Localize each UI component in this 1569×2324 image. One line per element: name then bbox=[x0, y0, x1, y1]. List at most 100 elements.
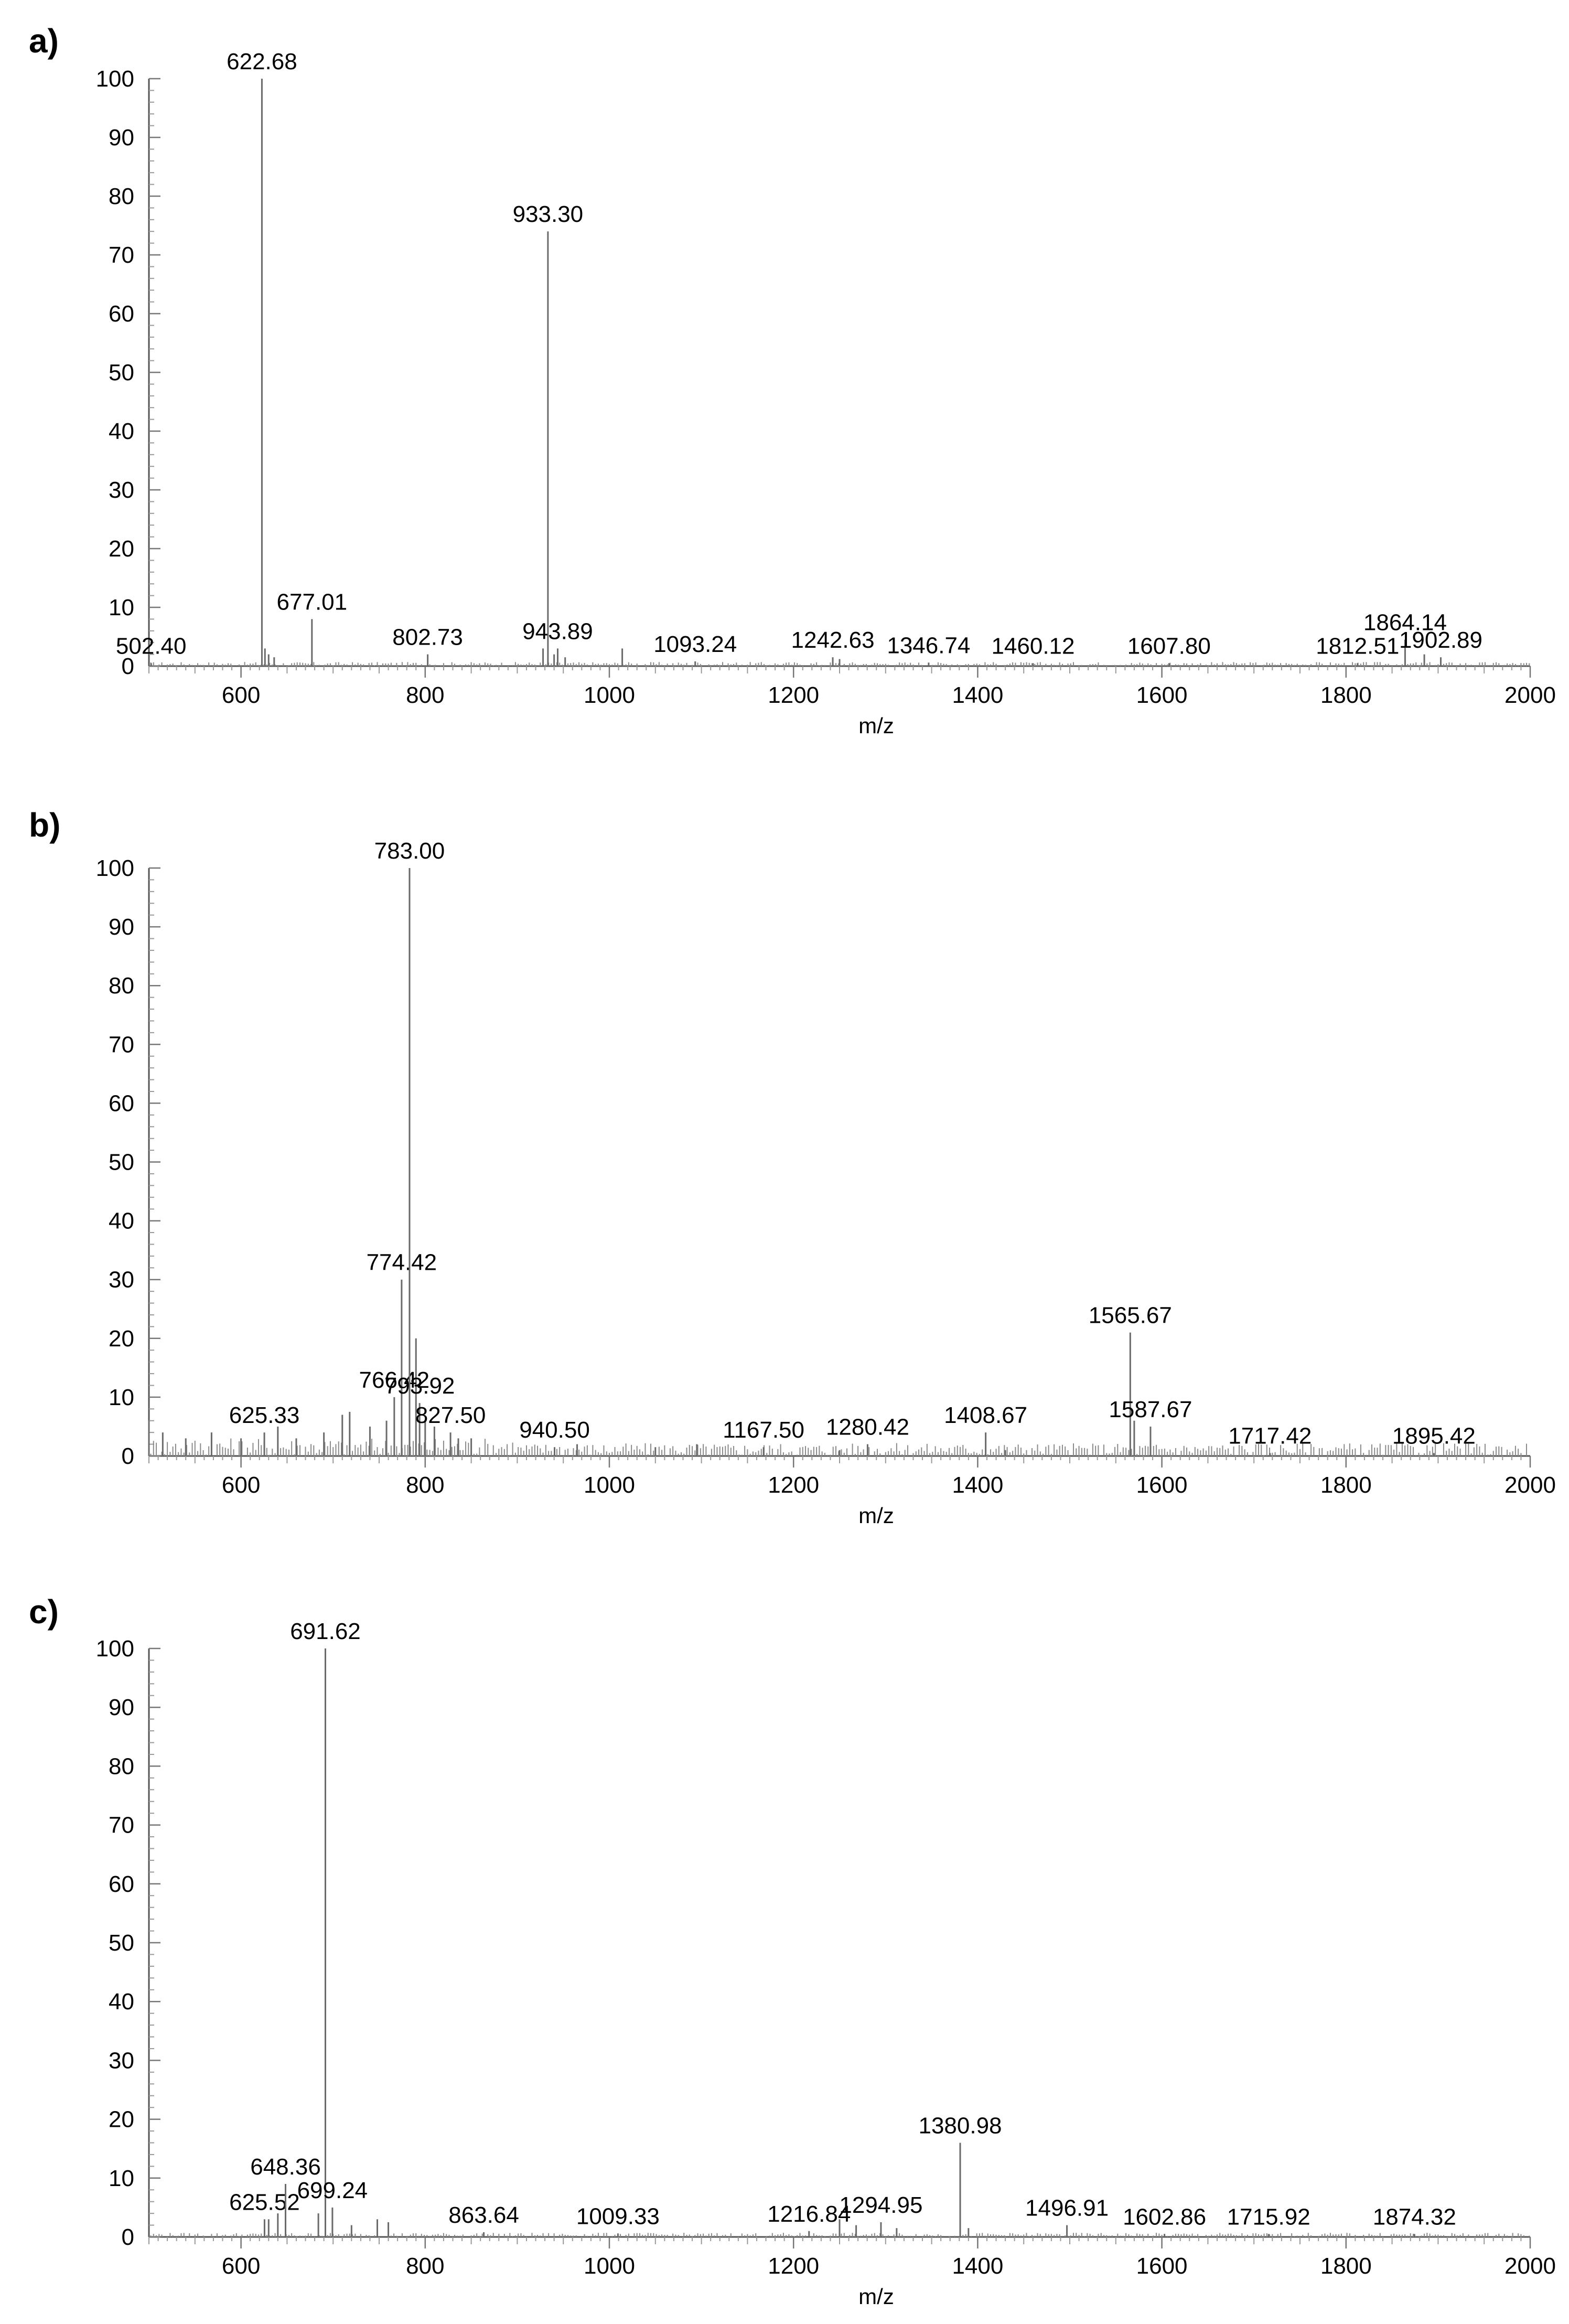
peak-label-677.01: 677.01 bbox=[277, 589, 348, 615]
x-tick-label: 1800 bbox=[1320, 1472, 1372, 1498]
peak-label-766.42: 766.42 bbox=[359, 1367, 430, 1393]
peak-label-863.64: 863.64 bbox=[448, 2202, 519, 2228]
x-tick-label: 1400 bbox=[952, 682, 1003, 708]
x-tick-label: 600 bbox=[222, 682, 260, 708]
y-tick-label: 90 bbox=[109, 914, 134, 940]
y-tick-label: 80 bbox=[109, 184, 134, 209]
peak-label-1895.42: 1895.42 bbox=[1392, 1423, 1476, 1449]
panel-label: c) bbox=[29, 1593, 59, 1631]
peak-label-1216.84: 1216.84 bbox=[767, 2201, 851, 2227]
x-tick-label: 800 bbox=[406, 1472, 444, 1498]
peak-label-1565.67: 1565.67 bbox=[1089, 1303, 1172, 1329]
peak-label-699.24: 699.24 bbox=[297, 2178, 368, 2203]
peak-label-648.36: 648.36 bbox=[250, 2154, 321, 2180]
x-tick-label: 1600 bbox=[1136, 2253, 1188, 2279]
y-tick-label: 50 bbox=[109, 360, 134, 385]
peak-label-1902.89: 1902.89 bbox=[1399, 627, 1482, 653]
peak-label-943.89: 943.89 bbox=[522, 618, 593, 644]
peak-label-1408.67: 1408.67 bbox=[944, 1402, 1027, 1428]
x-tick-label: 1000 bbox=[584, 2253, 635, 2279]
x-tick-label: 1600 bbox=[1136, 682, 1188, 708]
x-tick-label: 1200 bbox=[768, 1472, 819, 1498]
peak-label-1864.14: 1864.14 bbox=[1363, 610, 1447, 636]
peak-label-1602.86: 1602.86 bbox=[1123, 2204, 1206, 2230]
y-tick-label: 50 bbox=[109, 1150, 134, 1175]
peak-label-1093.24: 1093.24 bbox=[653, 631, 737, 657]
x-tick-label: 1400 bbox=[952, 1472, 1003, 1498]
x-tick-label: 600 bbox=[222, 1472, 260, 1498]
y-tick-label: 60 bbox=[109, 1090, 134, 1116]
peak-label-1280.42: 1280.42 bbox=[826, 1415, 909, 1440]
y-tick-label: 30 bbox=[109, 1267, 134, 1293]
y-tick-label: 40 bbox=[109, 1208, 134, 1234]
peak-label-793.92: 793.92 bbox=[384, 1373, 455, 1399]
peak-label-1715.92: 1715.92 bbox=[1227, 2204, 1310, 2230]
y-tick-label: 10 bbox=[109, 1385, 134, 1410]
peak-label-1460.12: 1460.12 bbox=[991, 633, 1074, 659]
peak-label-940.50: 940.50 bbox=[519, 1417, 590, 1443]
y-tick-label: 0 bbox=[122, 1443, 134, 1469]
x-axis-title: m/z bbox=[858, 1503, 894, 1528]
x-tick-label: 2000 bbox=[1504, 2253, 1556, 2279]
peak-label-1242.63: 1242.63 bbox=[791, 627, 875, 653]
spectrum-panel-c: c) 0 10 20 30 40 50 60 70 80 90 100 600 800 1000 1200 14… bbox=[29, 1593, 1556, 2309]
x-tick-label: 1800 bbox=[1320, 2253, 1372, 2279]
y-tick-label: 100 bbox=[96, 66, 134, 92]
y-tick-label: 100 bbox=[96, 1636, 134, 1662]
peak-label-1346.74: 1346.74 bbox=[887, 633, 970, 658]
peak-label-1009.33: 1009.33 bbox=[576, 2203, 660, 2229]
x-tick-label: 600 bbox=[222, 2253, 260, 2279]
x-tick-label: 1200 bbox=[768, 682, 819, 708]
y-tick-label: 70 bbox=[109, 1813, 134, 1838]
y-tick-label: 80 bbox=[109, 1753, 134, 1779]
x-tick-label: 2000 bbox=[1504, 1472, 1556, 1498]
x-tick-label: 1200 bbox=[768, 2253, 819, 2279]
peak-label-1496.91: 1496.91 bbox=[1025, 2196, 1109, 2221]
peak-label-625.33: 625.33 bbox=[229, 1402, 300, 1428]
y-tick-label: 20 bbox=[109, 1326, 134, 1352]
y-tick-label: 40 bbox=[109, 419, 134, 444]
y-tick-label: 80 bbox=[109, 973, 134, 999]
peak-label-1294.95: 1294.95 bbox=[839, 2192, 922, 2218]
x-tick-label: 1400 bbox=[952, 2253, 1003, 2279]
panel-label: a) bbox=[29, 22, 59, 60]
peak-label-827.50: 827.50 bbox=[415, 1402, 486, 1428]
x-tick-label: 1000 bbox=[584, 1472, 635, 1498]
peak-label-625.52: 625.52 bbox=[229, 2189, 300, 2215]
x-tick-label: 1000 bbox=[584, 682, 635, 708]
x-tick-label: 800 bbox=[406, 2253, 444, 2279]
peak-label-783.00: 783.00 bbox=[374, 838, 445, 864]
peak-label-1167.50: 1167.50 bbox=[723, 1417, 804, 1443]
x-axis-title: m/z bbox=[858, 2284, 894, 2309]
y-tick-label: 50 bbox=[109, 1930, 134, 1956]
peak-label-1874.32: 1874.32 bbox=[1373, 2204, 1456, 2230]
x-tick-label: 2000 bbox=[1504, 682, 1556, 708]
y-tick-label: 90 bbox=[109, 125, 134, 151]
x-axis-title: m/z bbox=[858, 713, 894, 738]
peak-label-691.62: 691.62 bbox=[290, 1619, 361, 1644]
y-tick-label: 40 bbox=[109, 1989, 134, 2015]
y-tick-label: 20 bbox=[109, 2107, 134, 2133]
y-tick-label: 10 bbox=[109, 2166, 134, 2191]
peak-label-1607.80: 1607.80 bbox=[1127, 633, 1211, 659]
y-tick-label: 100 bbox=[96, 855, 134, 881]
spectrum-panel-b: b) 0 10 20 30 40 50 60 70 80 90 100 600 800 1000 1200 14… bbox=[29, 806, 1556, 1528]
y-tick-label: 0 bbox=[122, 654, 134, 679]
y-tick-label: 70 bbox=[109, 242, 134, 268]
peak-label-1717.42: 1717.42 bbox=[1228, 1423, 1312, 1449]
peak-label-802.73: 802.73 bbox=[392, 625, 463, 650]
y-tick-label: 0 bbox=[122, 2224, 134, 2250]
y-tick-label: 30 bbox=[109, 2048, 134, 2073]
peak-label-1812.51: 1812.51 bbox=[1316, 633, 1399, 659]
peak-label-1587.67: 1587.67 bbox=[1109, 1397, 1192, 1422]
y-tick-label: 30 bbox=[109, 477, 134, 503]
y-tick-label: 90 bbox=[109, 1695, 134, 1720]
peak-label-502.40: 502.40 bbox=[116, 633, 187, 659]
y-tick-label: 70 bbox=[109, 1032, 134, 1057]
y-tick-label: 60 bbox=[109, 301, 134, 327]
x-tick-label: 1800 bbox=[1320, 682, 1372, 708]
x-tick-label: 800 bbox=[406, 682, 444, 708]
y-tick-label: 10 bbox=[109, 595, 134, 620]
peak-label-933.30: 933.30 bbox=[513, 201, 584, 227]
